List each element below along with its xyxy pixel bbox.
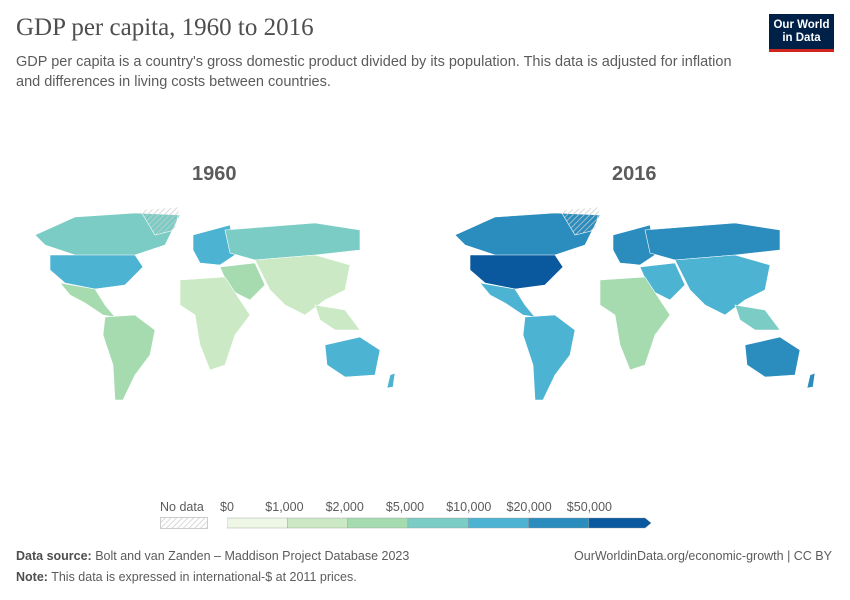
region-europe[interactable] <box>192 224 236 266</box>
region-asia-south[interactable] <box>674 254 771 316</box>
region-russia[interactable] <box>224 222 361 261</box>
legend-bin-2 <box>347 517 409 529</box>
region-usa[interactable] <box>469 254 564 290</box>
legend-tick-label: $10,000 <box>446 500 492 514</box>
legend-bin-6 <box>588 517 652 529</box>
region-africa[interactable] <box>179 276 251 371</box>
legend-bin-1 <box>287 517 348 529</box>
chart-title: GDP per capita, 1960 to 2016 <box>16 14 314 41</box>
legend-no-data-swatch <box>160 517 208 529</box>
legend-tick-label: $0 <box>220 500 234 514</box>
region-north-america-north[interactable] <box>34 212 181 261</box>
note: Note: This data is expressed in internat… <box>16 570 357 584</box>
legend-bin-4 <box>467 517 529 529</box>
region-south-america[interactable] <box>522 314 576 401</box>
region-new-zealand[interactable] <box>806 372 816 389</box>
region-southeast-asia[interactable] <box>734 304 781 331</box>
region-africa[interactable] <box>599 276 671 371</box>
region-greenland[interactable] <box>559 206 601 236</box>
legend-tick-label: $20,000 <box>506 500 552 514</box>
legend-tick-label: $2,000 <box>325 500 364 514</box>
legend-bin-5 <box>528 517 589 529</box>
map-1960[interactable] <box>15 205 415 405</box>
region-australia[interactable] <box>324 336 381 378</box>
legend-tick-label: $5,000 <box>385 500 425 514</box>
region-europe[interactable] <box>612 224 656 266</box>
legend-tick-label: $50,000 <box>566 500 612 514</box>
region-southeast-asia[interactable] <box>314 304 361 331</box>
region-south-america[interactable] <box>102 314 156 401</box>
legend-bin-3 <box>407 517 469 529</box>
region-new-zealand[interactable] <box>386 372 396 389</box>
region-mexico-central[interactable] <box>479 282 536 318</box>
panel-title-1960: 1960 <box>192 163 237 185</box>
panel-title-2016: 2016 <box>612 163 657 185</box>
legend-color-bar <box>227 517 652 529</box>
region-asia-south[interactable] <box>254 254 351 316</box>
region-australia[interactable] <box>744 336 801 378</box>
region-russia[interactable] <box>644 222 781 261</box>
data-source: Data source: Bolt and van Zanden – Maddi… <box>16 549 410 563</box>
legend-bin-0 <box>227 517 288 529</box>
region-mexico-central[interactable] <box>59 282 116 318</box>
source-link[interactable]: OurWorldinData.org/economic-growth | CC … <box>574 549 832 563</box>
chart-subtitle: GDP per capita is a country's gross dome… <box>16 54 732 90</box>
map-2016[interactable] <box>435 205 835 405</box>
legend-tick-label: $1,000 <box>265 500 304 514</box>
region-north-america-north[interactable] <box>454 212 601 261</box>
region-greenland[interactable] <box>139 206 181 236</box>
region-usa[interactable] <box>49 254 144 290</box>
owid-logo[interactable]: Our World in Data <box>769 14 834 52</box>
legend-no-data-label: No data <box>160 500 204 514</box>
